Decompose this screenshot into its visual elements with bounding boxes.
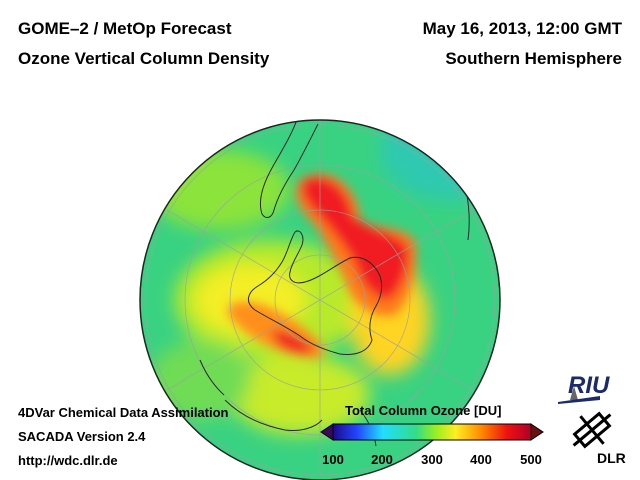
website-link[interactable]: http://wdc.dlr.de [18,453,118,468]
riu-logo-mark [558,386,600,404]
hemisphere-label: Southern Hemisphere [445,49,622,68]
method-label: 4DVar Chemical Data Assimilation [18,405,229,420]
colorbar-high-arrow [530,423,544,441]
ozone-field [140,120,500,480]
product-title: GOME–2 / MetOp Forecast [18,19,232,38]
riu-logo: RIU [568,372,610,399]
colorbar-tick-300: 300 [421,452,443,467]
colorbar-tick-500: 500 [520,452,542,467]
colorbar [320,423,544,441]
colorbar-tick-200: 200 [371,452,393,467]
dlr-logo: DLR [597,450,626,466]
dlr-logo-mark [572,411,612,449]
colorbar-title: Total Column Ozone [DU] [345,403,502,418]
product-subtitle: Ozone Vertical Column Density [18,49,270,68]
forecast-date: May 16, 2013, 12:00 GMT [422,19,622,38]
version-label: SACADA Version 2.4 [18,429,146,444]
colorbar-low-arrow [320,423,334,441]
colorbar-tick-400: 400 [470,452,492,467]
colorbar-tick-100: 100 [322,452,344,467]
